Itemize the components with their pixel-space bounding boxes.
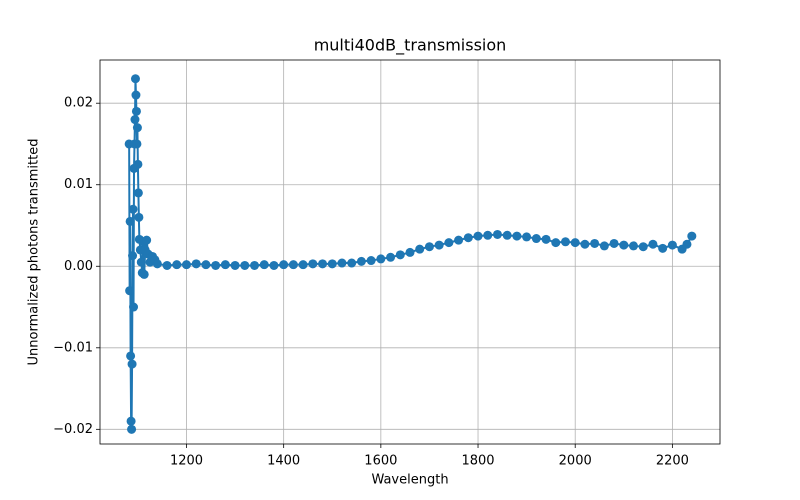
- y-tick-label: −0.01: [53, 340, 93, 355]
- y-axis-label: Unnormalized photons transmitted: [27, 139, 42, 366]
- data-point: [682, 239, 692, 249]
- data-point: [376, 254, 386, 264]
- data-point: [152, 259, 162, 269]
- x-tick-label: 2200: [656, 454, 689, 469]
- x-tick-label: 2000: [559, 454, 592, 469]
- data-point: [131, 90, 141, 100]
- data-point: [337, 258, 347, 268]
- x-axis-label: Wavelength: [371, 473, 448, 488]
- data-point: [128, 204, 138, 214]
- data-point: [132, 139, 142, 149]
- data-point: [129, 302, 139, 312]
- data-point: [609, 238, 619, 248]
- data-point: [230, 260, 240, 270]
- data-point: [415, 244, 425, 254]
- plot-frame: [99, 59, 721, 445]
- data-point: [250, 260, 260, 270]
- data-point: [424, 242, 434, 252]
- data-point: [483, 230, 493, 240]
- data-point: [454, 235, 464, 245]
- x-tick-label: 1200: [170, 454, 203, 469]
- data-point: [162, 260, 172, 270]
- data-point: [132, 123, 142, 133]
- data-point: [131, 106, 141, 116]
- data-point: [139, 269, 149, 279]
- data-point: [619, 240, 629, 250]
- data-point: [512, 231, 522, 241]
- data-point: [648, 239, 658, 249]
- chart-title: multi40dB_transmission: [314, 36, 507, 56]
- y-tick-label: 0.01: [64, 177, 93, 192]
- data-point: [492, 229, 502, 239]
- data-point: [531, 234, 541, 244]
- data-point: [259, 260, 269, 270]
- data-point: [240, 260, 250, 270]
- data-point: [366, 256, 376, 266]
- y-tick-label: −0.02: [53, 422, 93, 437]
- data-point: [356, 256, 366, 266]
- data-point: [327, 259, 337, 269]
- data-point: [590, 238, 600, 248]
- data-point: [386, 252, 396, 262]
- data-point: [541, 234, 551, 244]
- data-point: [130, 74, 140, 84]
- x-tick-label: 1400: [267, 454, 300, 469]
- data-point: [126, 416, 136, 426]
- data-point: [127, 424, 137, 434]
- data-point: [629, 241, 639, 251]
- data-point: [220, 260, 230, 270]
- data-point: [130, 115, 140, 125]
- data-point: [473, 231, 483, 241]
- data-point: [134, 212, 144, 222]
- data-point: [560, 237, 570, 247]
- data-point: [126, 351, 136, 361]
- data-point: [522, 232, 532, 242]
- data-point: [172, 260, 182, 270]
- data-point: [667, 240, 677, 250]
- data-point: [125, 286, 135, 296]
- data-point: [136, 257, 146, 267]
- data-point: [279, 260, 289, 270]
- data-point: [128, 251, 138, 261]
- data-point: [125, 216, 135, 226]
- data-point: [298, 260, 308, 270]
- data-point: [308, 259, 318, 269]
- y-tick-label: 0.02: [64, 96, 93, 111]
- data-point: [288, 260, 298, 270]
- x-tick-label: 1800: [461, 454, 494, 469]
- data-point: [127, 359, 137, 369]
- data-point: [434, 240, 444, 250]
- data-point: [502, 230, 512, 240]
- data-point: [463, 233, 473, 243]
- x-tick-label: 1600: [364, 454, 397, 469]
- data-point: [444, 238, 454, 248]
- data-point: [181, 260, 191, 270]
- data-point: [658, 243, 668, 253]
- data-point: [133, 159, 143, 169]
- data-point: [269, 260, 279, 270]
- data-point: [318, 259, 328, 269]
- data-point: [211, 260, 221, 270]
- data-point: [687, 231, 697, 241]
- data-point: [405, 247, 415, 257]
- data-point: [142, 235, 152, 245]
- y-tick-label: 0.00: [64, 259, 93, 274]
- data-point: [551, 238, 561, 248]
- data-point: [395, 250, 405, 260]
- data-point: [347, 258, 357, 268]
- data-point: [201, 260, 211, 270]
- data-point: [570, 238, 580, 248]
- data-point: [638, 242, 648, 252]
- data-point: [580, 239, 590, 249]
- data-point: [599, 241, 609, 251]
- data-point: [191, 259, 201, 269]
- data-point: [133, 188, 143, 198]
